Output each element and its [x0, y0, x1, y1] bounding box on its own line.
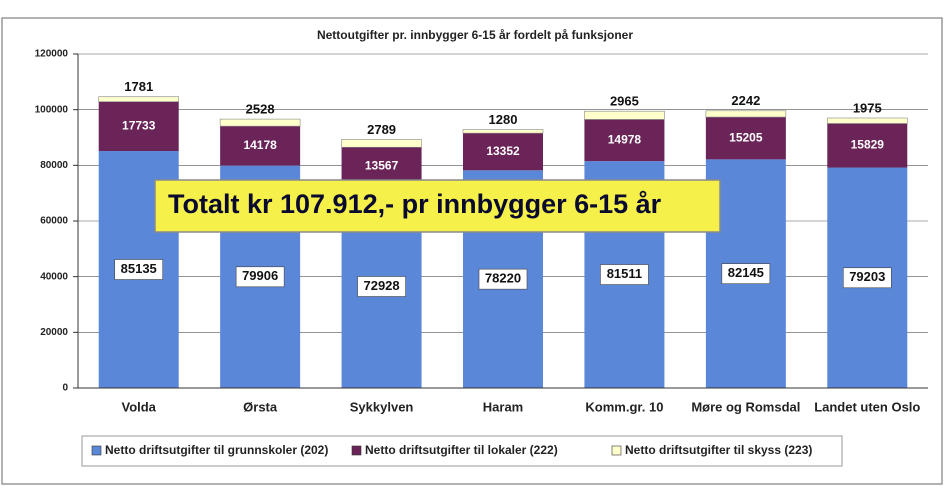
data-label: 72928 [363, 278, 399, 293]
data-label: 1975 [853, 100, 882, 115]
bar-segment [705, 117, 786, 160]
bar-segment [584, 110, 665, 120]
y-tick-label: 120000 [35, 49, 69, 60]
bar-segment [462, 129, 544, 134]
data-label: 14178 [243, 138, 277, 152]
y-tick-label: 20000 [40, 327, 68, 338]
data-label: 15205 [729, 130, 763, 144]
data-label: 13567 [365, 158, 399, 172]
bar-segment [584, 119, 665, 162]
bar-segment [705, 110, 787, 118]
bar-segment [98, 101, 179, 152]
data-label: 14978 [608, 132, 642, 146]
data-label-box [842, 267, 892, 289]
x-tick-label: Volda [121, 399, 156, 414]
data-label: 85135 [121, 261, 157, 276]
annotation: Totalt kr 107.912,- pr innbygger 6-15 år [168, 189, 662, 219]
bar-segment [463, 133, 543, 171]
data-label: 79906 [242, 268, 278, 283]
legend-box [81, 435, 843, 467]
bar-segment [827, 123, 908, 168]
bar-segment [219, 118, 301, 127]
data-label: 2789 [367, 122, 396, 137]
data-label-box [235, 266, 285, 288]
legend-swatch [91, 445, 102, 456]
x-tick-label: Ørsta [243, 399, 278, 414]
bar-segment [98, 96, 180, 102]
data-label: 79203 [849, 269, 885, 284]
data-label: 81511 [607, 266, 642, 281]
legend-label: Netto driftsutgifter til lokaler (222) [365, 443, 558, 457]
data-label-box [721, 263, 771, 284]
chart-title: Nettoutgifter pr. innbygger 6-15 år ford… [317, 28, 633, 42]
y-tick-label: 80000 [40, 160, 68, 171]
data-label: 2528 [246, 102, 275, 117]
y-tick-label: 60000 [40, 216, 68, 227]
data-label: 82145 [728, 265, 764, 280]
x-tick-label: Møre og Romsdal [691, 399, 800, 414]
bar-segment [341, 139, 422, 148]
legend-label: Netto driftsutgifter til grunnskoler (20… [105, 443, 328, 457]
data-label: 13352 [486, 144, 520, 158]
data-label: 17733 [122, 119, 156, 133]
data-label-box [357, 276, 406, 297]
data-label: 15829 [851, 138, 885, 152]
data-label: 2965 [610, 94, 639, 109]
y-tick-label: 40000 [40, 271, 68, 282]
data-label: 1781 [124, 79, 153, 94]
y-tick-label: 100000 [35, 104, 69, 115]
x-tick-label: Komm.gr. 10 [585, 399, 663, 414]
data-label: 1280 [489, 112, 518, 127]
legend-swatch [611, 445, 622, 456]
x-tick-label: Landet uten Oslo [814, 399, 920, 414]
legend-swatch [351, 445, 362, 456]
data-label: 78220 [485, 271, 521, 286]
y-tick-label: 0 [62, 383, 68, 394]
bar-segment [341, 147, 422, 186]
annotation-box [154, 179, 721, 233]
data-label-box [600, 264, 649, 285]
x-tick-label: Sykkylven [350, 399, 414, 414]
data-label: 2242 [731, 93, 760, 108]
data-label-box [114, 259, 164, 280]
bar-segment [826, 117, 908, 124]
data-label-box [478, 268, 528, 290]
bar-segment [220, 126, 301, 166]
legend-label: Netto driftsutgifter til skyss (223) [625, 443, 812, 457]
x-tick-label: Haram [483, 399, 523, 414]
